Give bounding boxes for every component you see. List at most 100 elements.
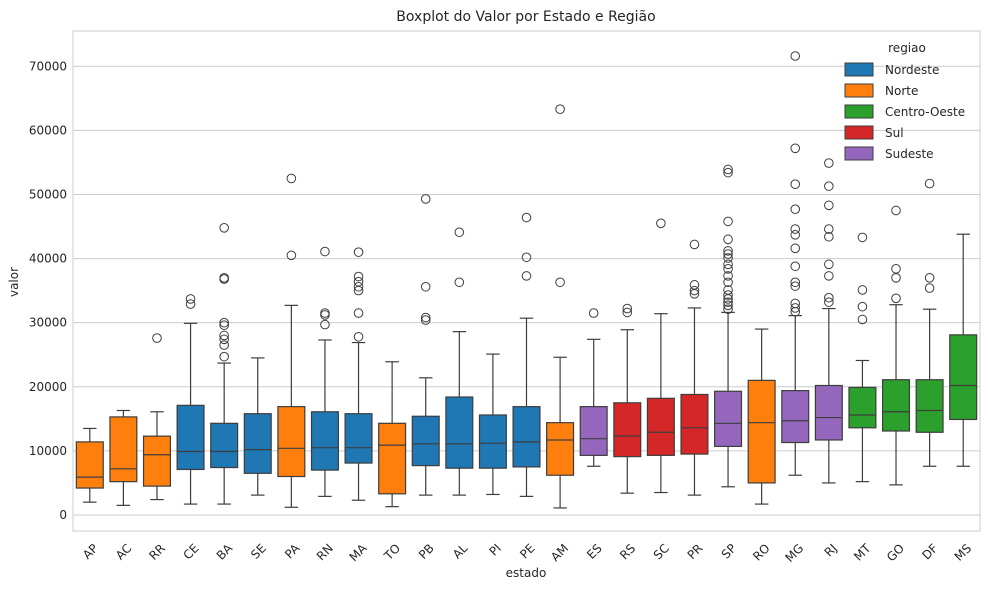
outlier-point [320,319,330,330]
box-PB [411,194,440,496]
outlier-point [219,320,229,331]
box-RS [613,303,642,494]
box-iqr [915,379,944,433]
outlier-point [521,271,532,281]
y-tick-label: 40000 [29,252,67,266]
box-TO [378,361,407,508]
box-iqr [210,422,239,469]
box-iqr [445,396,474,469]
outlier-point [790,298,801,309]
boxes [75,51,978,509]
outlier-point [521,252,532,263]
outlier-point [857,285,868,295]
outlier-point [723,259,733,270]
box-iqr [512,406,541,468]
y-tick-label: 30000 [29,316,67,330]
outlier-point [353,271,364,282]
outlier-point [824,200,834,211]
box-MT [848,232,877,483]
outlier-point [723,304,733,315]
outlier-point [824,181,834,191]
box-MG [781,51,810,476]
box-PI [478,353,507,496]
box-iqr [814,384,843,441]
legend-swatch [844,146,874,161]
y-tick-label: 0 [59,508,67,522]
outlier-point [185,294,196,304]
y-tick-label: 20000 [29,380,67,394]
outlier-point [353,308,364,318]
legend-entry-label: Nordeste [885,63,939,77]
outlier-point [790,224,801,234]
outlier-point [723,271,733,281]
outlier-point [790,281,801,291]
box-RJ [814,158,843,484]
legend-swatch [844,83,874,98]
box-iqr [109,416,138,483]
outlier-point [790,143,801,154]
box-AM [546,104,575,509]
outlier-point [723,277,733,288]
box-PR [680,239,709,496]
outlier-point [219,334,229,345]
legend-entry-label: Sudeste [885,147,934,161]
outlier-point [824,224,834,234]
outlier-point [320,308,330,318]
box-iqr [277,406,306,478]
outlier-point [891,264,901,274]
box-CE [176,294,205,505]
outlier-point [286,173,297,184]
outlier-point [420,194,431,204]
outlier-point [723,300,733,311]
outlier-point [219,317,229,328]
box-RN [310,246,339,497]
box-iqr [949,334,978,421]
outlier-point [790,261,801,272]
outlier-point [824,259,834,270]
outlier-point [723,253,733,263]
box-SE [243,357,272,496]
outlier-point [420,312,431,323]
box-BA [210,222,239,505]
box-iqr [75,441,104,489]
box-iqr [680,393,709,455]
y-tick-label: 60000 [29,123,67,137]
outlier-point [689,285,700,296]
outlier-point [891,293,901,304]
outlier-point [353,247,364,257]
box-AL [445,227,474,496]
outlier-point [420,315,431,325]
legend: regiao Nordeste Norte Centro-Oeste Sul Sudest… [844,41,965,161]
outlier-point [790,51,801,61]
outlier-point [723,234,733,245]
box-iqr [378,422,407,495]
box-RO [747,328,776,505]
box-iqr [478,414,507,469]
y-tick-labels: 0 10000 20000 30000 40000 50000 60000 70000 [29,59,67,522]
box-iqr [646,397,675,456]
box-AP [75,427,104,503]
box-SC [646,218,675,494]
box-iqr [176,404,205,471]
outlier-point [891,205,901,216]
y-tick-label: 10000 [29,444,67,458]
outlier-point [857,301,868,312]
box-iqr [546,422,575,476]
x-axis-label: estado [506,566,547,580]
chart-title: Boxplot do Valor por Estado e Região [396,9,655,25]
outlier-point [286,250,297,261]
outlier-point [924,283,935,293]
outlier-point [723,246,733,256]
outlier-point [723,264,733,274]
outlier-point [857,232,868,243]
outlier-point [353,331,364,342]
legend-entry-label: Norte [885,84,918,98]
outlier-point [723,164,733,175]
outlier-point [219,222,229,233]
outlier-point [824,158,834,168]
outlier-point [723,249,733,259]
outlier-point [723,290,733,300]
box-ES [579,308,608,467]
outlier-point [723,216,733,227]
